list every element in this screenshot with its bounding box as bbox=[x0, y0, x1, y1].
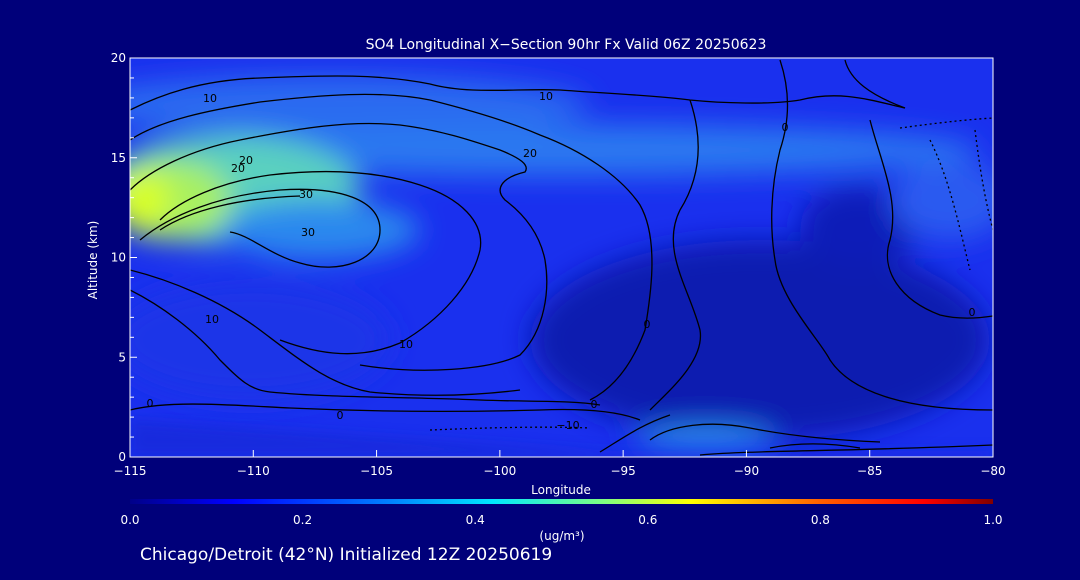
y-axis-label: Altitude (km) bbox=[86, 221, 100, 300]
x-tick-label: −95 bbox=[610, 464, 635, 478]
contour-line bbox=[130, 269, 521, 396]
x-tick-label: −90 bbox=[734, 464, 759, 478]
contour-label: 0 bbox=[969, 306, 976, 319]
contour-line bbox=[771, 59, 993, 411]
y-tick-label: 5 bbox=[118, 350, 126, 364]
colorbar-tick-label: 0.6 bbox=[638, 513, 657, 527]
x-tick-label: −80 bbox=[980, 464, 1005, 478]
x-axis-label: Longitude bbox=[531, 483, 591, 497]
colorbar-label: (ug/m³) bbox=[539, 529, 584, 543]
contour-label: 10 bbox=[203, 92, 217, 105]
contour-label: 20 bbox=[523, 147, 537, 160]
y-tick-label: 10 bbox=[111, 251, 126, 265]
contour-line bbox=[869, 119, 993, 319]
contour-label: 30 bbox=[299, 188, 313, 201]
colorbar: 0.0 0.2 0.4 0.6 0.8 1.0 (ug/m³) bbox=[120, 499, 1003, 543]
colorbar-tick-label: 1.0 bbox=[983, 513, 1002, 527]
contour-labels: 10 20 30 30 20 10 0 0 0 −10 10 10 20 0 0… bbox=[147, 90, 976, 432]
contour-line bbox=[844, 59, 906, 109]
contour-label: 20 bbox=[239, 154, 253, 167]
contour-line bbox=[769, 443, 861, 449]
contour-line bbox=[130, 403, 641, 421]
contour-line bbox=[649, 99, 702, 411]
x-tick-label: −100 bbox=[483, 464, 516, 478]
y-axis: 0 5 10 15 20 bbox=[111, 51, 137, 464]
contour-label: 10 bbox=[399, 338, 413, 351]
colorbar-tick-label: 0.0 bbox=[120, 513, 139, 527]
footer-caption: Chicago/Detroit (42°N) Initialized 12Z 2… bbox=[140, 545, 552, 565]
contour-line bbox=[130, 289, 601, 406]
colorbar-ticks: 0.0 0.2 0.4 0.6 0.8 1.0 bbox=[120, 513, 1002, 527]
contour-label: 10 bbox=[205, 313, 219, 326]
x-tick-label: −110 bbox=[237, 464, 270, 478]
contour-line bbox=[699, 444, 993, 456]
contour-line bbox=[159, 195, 301, 231]
contour-line bbox=[130, 75, 906, 111]
x-tick-label: −85 bbox=[857, 464, 882, 478]
contour-line bbox=[929, 139, 971, 271]
contour-line bbox=[974, 129, 993, 231]
contour-line bbox=[159, 170, 482, 355]
contour-line bbox=[429, 426, 591, 431]
y-tick-label: 15 bbox=[111, 151, 126, 165]
colorbar-gradient bbox=[130, 499, 993, 504]
y-tick-label: 20 bbox=[111, 51, 126, 65]
contour-label: 0 bbox=[782, 121, 789, 134]
plot-area bbox=[130, 58, 993, 457]
field-shading bbox=[130, 75, 993, 450]
contour-label: 0 bbox=[644, 318, 651, 331]
contour-label: 10 bbox=[539, 90, 553, 103]
colorbar-tick-label: 0.8 bbox=[811, 513, 830, 527]
terrain-mask bbox=[130, 420, 993, 457]
contour-label: 0 bbox=[337, 409, 344, 422]
x-axis: −115 −110 −105 −100 −95 −90 −85 −80 bbox=[114, 450, 1006, 478]
y-tick-label: 0 bbox=[118, 450, 126, 464]
contour-label: 0 bbox=[591, 398, 598, 411]
contour-lines bbox=[130, 59, 993, 456]
contour-label: −10 bbox=[556, 419, 579, 432]
contour-label: 20 bbox=[231, 162, 245, 175]
contour-line bbox=[599, 414, 671, 453]
contour-line bbox=[139, 188, 381, 268]
contour-line bbox=[130, 122, 548, 371]
x-tick-label: −115 bbox=[114, 464, 147, 478]
chart-title: SO4 Longitudinal X−Section 90hr Fx Valid… bbox=[366, 37, 767, 53]
colorbar-tick-label: 0.4 bbox=[466, 513, 485, 527]
contour-label: 30 bbox=[301, 226, 315, 239]
contour-label: 0 bbox=[147, 397, 154, 410]
contour-line bbox=[130, 93, 653, 401]
x-tick-label: −105 bbox=[360, 464, 393, 478]
contour-line bbox=[899, 117, 993, 129]
contour-line bbox=[649, 423, 881, 443]
colorbar-tick-label: 0.2 bbox=[293, 513, 312, 527]
